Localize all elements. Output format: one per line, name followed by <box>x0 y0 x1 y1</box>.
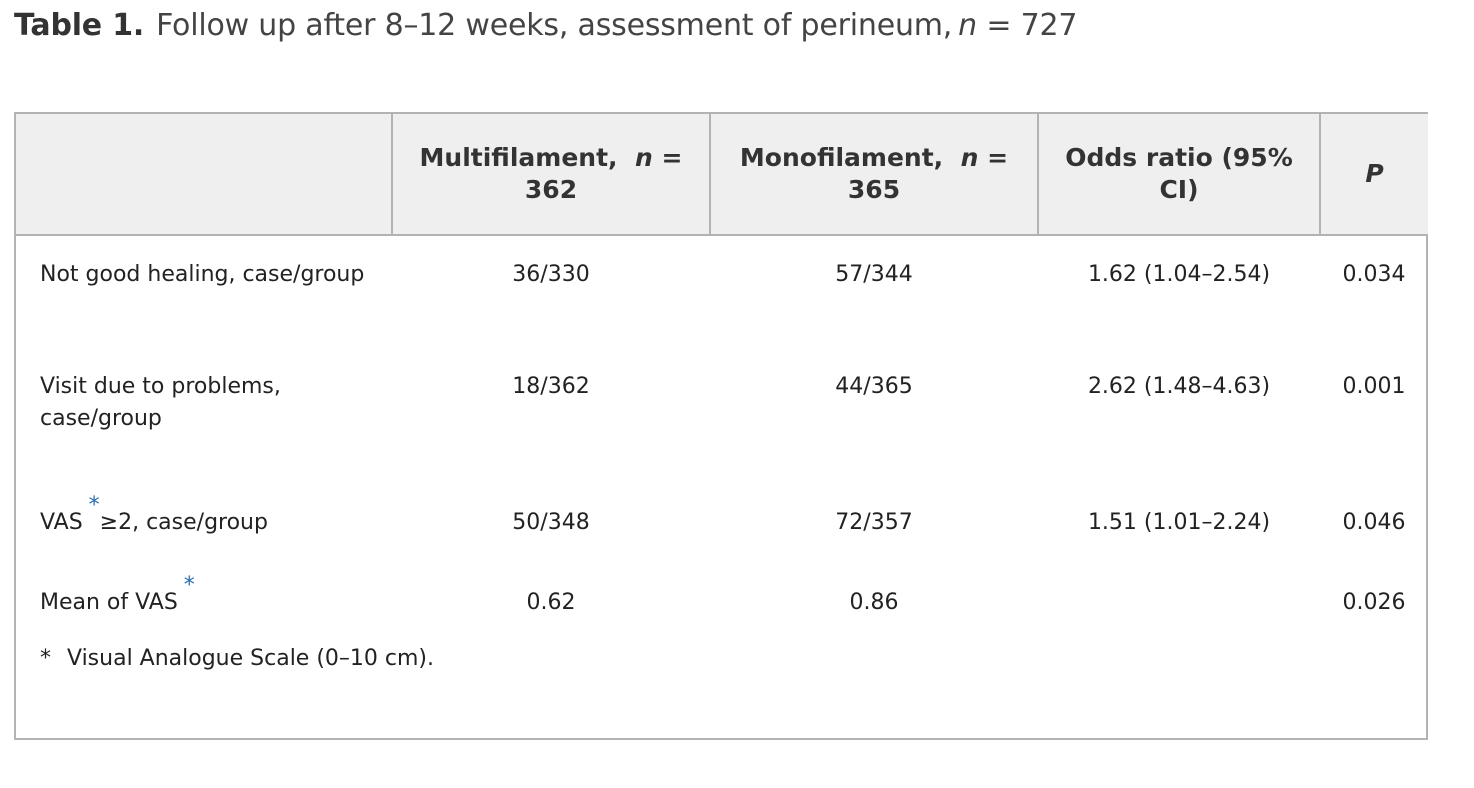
cell-p: 0.026 <box>1342 590 1406 615</box>
results-table: Multifilament, n = 362 Monofilament, n =… <box>16 114 1428 620</box>
caption-text: Follow up after 8–12 weeks, assessment o… <box>156 8 953 43</box>
caption-label: Table 1. <box>14 8 145 43</box>
cell-monofilament: 0.86 <box>849 590 899 615</box>
cell-multifilament: 18/362 <box>512 374 590 399</box>
cell-monofilament: 72/357 <box>835 510 913 535</box>
cell-odds-ratio <box>1038 540 1320 620</box>
cell-multifilament: 36/330 <box>512 262 590 287</box>
header-p: P <box>1319 114 1428 236</box>
table-row: Not good healing, case/group 36/330 57/3… <box>16 235 1428 348</box>
header-monofilament: Monofilament, n = 365 <box>709 114 1038 236</box>
cell-multifilament: 50/348 <box>512 510 590 535</box>
header-row: Multifilament, n = 362 Monofilament, n =… <box>16 114 1428 236</box>
footnote-link[interactable]: * <box>183 573 195 598</box>
table-row: Mean of VAS* 0.62 0.86 0.026 <box>16 540 1428 620</box>
cell-p: 0.034 <box>1342 262 1406 287</box>
row-label: Not good healing, case/group <box>40 262 365 287</box>
caption-n-value: = 727 <box>986 8 1078 43</box>
row-label: Mean of VAS* <box>40 573 195 616</box>
footnote-marker: * <box>40 646 51 671</box>
cell-p: 0.001 <box>1342 374 1406 399</box>
row-label: VAS*≥2, case/group <box>40 493 268 536</box>
caption-n-symbol: n <box>958 8 977 43</box>
table-footnote: * Visual Analogue Scale (0–10 cm). <box>40 646 434 671</box>
cell-odds-ratio: 1.51 (1.01–2.24) <box>1087 510 1271 535</box>
cell-odds-ratio: 1.62 (1.04–2.54) <box>1087 262 1271 287</box>
cell-monofilament: 57/344 <box>835 262 913 287</box>
footnote-text: Visual Analogue Scale (0–10 cm). <box>67 646 435 671</box>
cell-monofilament: 44/365 <box>835 374 913 399</box>
table-row: Visit due to problems, case/group 18/362… <box>16 348 1428 460</box>
header-multifilament: Multifilament, n = 362 <box>391 114 710 236</box>
cell-p: 0.046 <box>1342 510 1406 535</box>
row-label: Visit due to problems, case/group <box>40 374 281 431</box>
cell-multifilament: 0.62 <box>526 590 576 615</box>
table-row: VAS*≥2, case/group 50/348 72/357 1.51 (1… <box>16 460 1428 540</box>
header-empty <box>16 114 392 236</box>
header-odds-ratio: Odds ratio (95% CI) <box>1037 114 1320 236</box>
table-caption: Table 1. Follow up after 8–12 weeks, asse… <box>14 8 1077 43</box>
results-table-container: Multifilament, n = 362 Monofilament, n =… <box>14 112 1428 740</box>
cell-odds-ratio: 2.62 (1.48–4.63) <box>1087 374 1271 399</box>
footnote-link[interactable]: * <box>88 493 100 518</box>
